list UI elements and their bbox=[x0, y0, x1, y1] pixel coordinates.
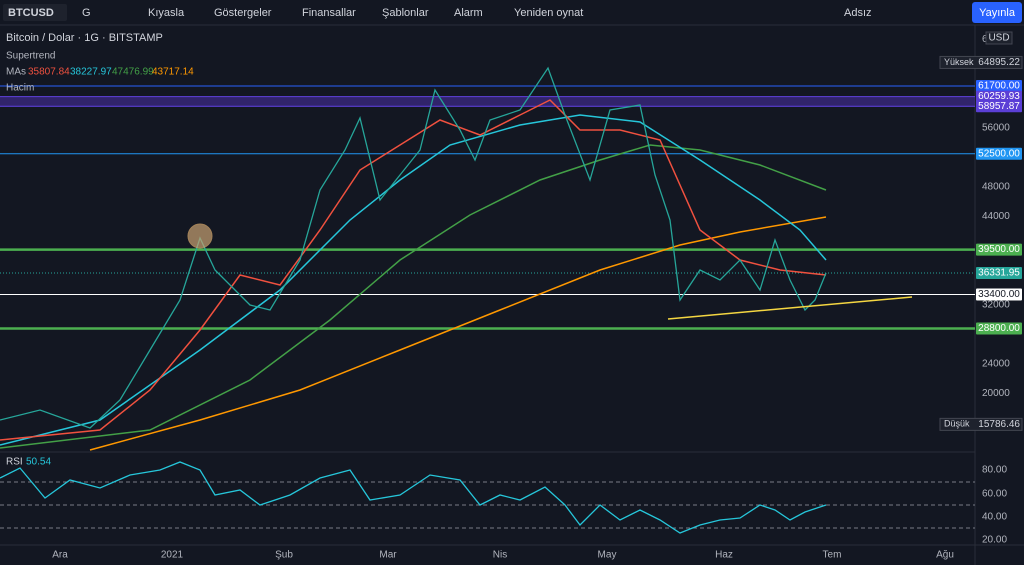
time-tick-label: Haz bbox=[715, 550, 733, 561]
price-tick-label: 24000 bbox=[982, 358, 1010, 369]
high-value: 64895.22 bbox=[978, 57, 1020, 68]
volume-label: Hacim bbox=[6, 83, 34, 94]
price-tick-label: 32000 bbox=[982, 300, 1010, 311]
level-label-box bbox=[976, 288, 1022, 301]
ma-value: 43717.14 bbox=[152, 67, 194, 78]
high-box bbox=[939, 55, 1023, 69]
level-label-box bbox=[976, 147, 1022, 160]
symbol[interactable]: BTCUSD bbox=[8, 7, 54, 19]
level-label: 33400.00 bbox=[978, 289, 1020, 300]
symbol-box[interactable] bbox=[3, 4, 67, 21]
time-tick-label: May bbox=[598, 550, 617, 561]
supertrend-label: Supertrend bbox=[6, 51, 55, 62]
rsi-line bbox=[0, 461, 827, 534]
level-label-box bbox=[976, 100, 1022, 113]
currency-box bbox=[985, 31, 1013, 45]
highlight-circle bbox=[187, 223, 213, 249]
rsi-tick-label: 40.00 bbox=[982, 512, 1007, 523]
publish-button[interactable] bbox=[972, 2, 1022, 23]
level-label: 36331.95 bbox=[978, 268, 1020, 279]
time-tick-label: Ağu bbox=[936, 550, 954, 561]
ma-value: 38227.97 bbox=[70, 67, 112, 78]
level-label: 61700.00 bbox=[978, 81, 1020, 92]
level-band bbox=[0, 96, 975, 107]
toolbar-button[interactable]: Kıyasla bbox=[148, 7, 185, 19]
time-tick-label: Şub bbox=[275, 550, 293, 561]
ma-value: 47476.99 bbox=[112, 67, 154, 78]
rsi-tick-label: 80.00 bbox=[982, 465, 1007, 476]
toolbar-button[interactable]: Göstergeler bbox=[214, 7, 272, 19]
time-tick-label: Mar bbox=[379, 550, 397, 561]
trendline bbox=[667, 296, 913, 320]
level-label-box bbox=[976, 266, 1022, 279]
time-tick-label: Nis bbox=[493, 550, 507, 561]
toolbar-button[interactable]: Yeniden oynat bbox=[514, 7, 583, 19]
price-tick-label: 56000 bbox=[982, 123, 1010, 134]
price-line bbox=[0, 66, 827, 429]
price-tick-label: 20000 bbox=[982, 388, 1010, 399]
level-label: 28800.00 bbox=[978, 323, 1020, 334]
toolbar-button[interactable]: Alarm bbox=[454, 7, 483, 19]
toolbar bbox=[0, 0, 1024, 25]
layout-name[interactable]: Adsız bbox=[844, 7, 872, 19]
level-label: 52500.00 bbox=[978, 148, 1020, 159]
level-label-box bbox=[976, 79, 1022, 92]
level-label-box bbox=[976, 243, 1022, 256]
price-tick-label: 44000 bbox=[982, 211, 1010, 222]
currency: USD bbox=[988, 33, 1009, 44]
ma-orange bbox=[89, 216, 827, 451]
ma-green bbox=[0, 144, 827, 449]
toolbar-button[interactable]: Finansallar bbox=[302, 7, 356, 19]
mas-label: MAs bbox=[6, 67, 26, 78]
rsi-tick-label: 20.00 bbox=[982, 535, 1007, 546]
rsi-tick-label: 60.00 bbox=[982, 489, 1007, 500]
ma-red bbox=[0, 99, 827, 441]
time-tick-label: 2021 bbox=[161, 550, 184, 561]
level-label: 60259.93 bbox=[978, 91, 1020, 102]
rsi-label: RSI bbox=[6, 457, 23, 468]
time-tick-label: Tem bbox=[823, 550, 842, 561]
time-tick-label: Ara bbox=[52, 550, 68, 561]
rsi-value: 50.54 bbox=[26, 457, 51, 468]
toolbar-button[interactable]: Şablonlar bbox=[382, 7, 429, 19]
publish-label[interactable]: Yayınla bbox=[979, 7, 1016, 19]
level-label: 39500.00 bbox=[978, 244, 1020, 255]
low-label: Düşük bbox=[944, 419, 970, 429]
price-tick-label: 48000 bbox=[982, 182, 1010, 193]
symbol-title: Bitcoin / Dolar · 1G · BITSTAMP bbox=[6, 32, 163, 44]
interval[interactable]: G bbox=[82, 7, 91, 19]
level-label-box bbox=[976, 322, 1022, 335]
level-label: 58957.87 bbox=[978, 101, 1020, 112]
ma-value: 35807.84 bbox=[28, 67, 70, 78]
level-label-box bbox=[976, 90, 1022, 103]
low-box bbox=[939, 417, 1023, 431]
high-label: Yüksek bbox=[944, 57, 974, 67]
low-value: 15786.46 bbox=[978, 419, 1020, 430]
